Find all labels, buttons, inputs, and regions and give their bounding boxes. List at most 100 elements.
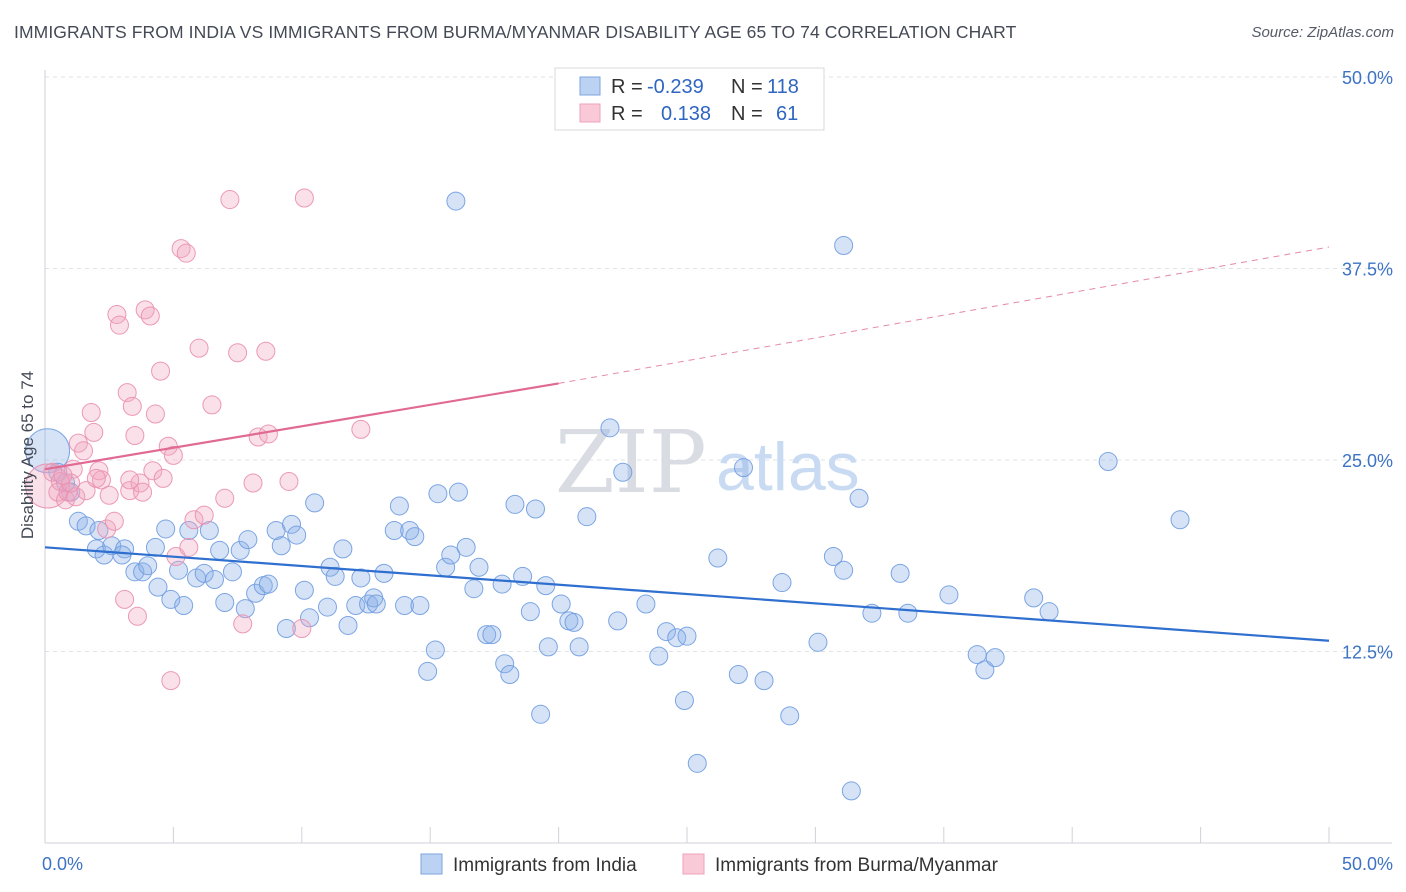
india-point-100 [772, 573, 792, 593]
india-point-86 [600, 418, 620, 438]
legend-n-label-burma: N = [731, 103, 763, 125]
india-point-118 [446, 191, 466, 211]
india-point-85 [577, 507, 597, 527]
burma-point-0 [25, 463, 71, 509]
burma-point-15 [97, 519, 117, 539]
india-point-45 [325, 566, 345, 586]
burma-point-19 [109, 315, 129, 335]
legend-n-value-india: 118 [767, 76, 799, 98]
india-point-7 [86, 539, 106, 559]
india-point-58 [405, 527, 425, 547]
india-point-56 [395, 596, 415, 616]
india-point-13 [133, 562, 153, 582]
india-point-18 [161, 589, 181, 609]
legend-r-value-india: -0.239 [647, 76, 704, 98]
india-point-112 [975, 660, 995, 680]
watermark-atlas: atlas [716, 429, 860, 505]
india-point-27 [215, 592, 235, 612]
india-point-66 [456, 537, 476, 557]
watermark-zip: ZIP [555, 413, 707, 513]
y-tick-label-2: 37.5% [1342, 260, 1393, 280]
burma-point-20 [115, 589, 135, 609]
india-point-110 [939, 585, 959, 605]
burma-point-43 [215, 488, 235, 508]
india-point-43 [317, 597, 337, 617]
series-india-points [25, 191, 1190, 801]
legend-r-label-burma: R = [611, 103, 643, 125]
burma-point-51 [279, 471, 299, 491]
india-point-57 [400, 520, 420, 540]
india-point-89 [636, 594, 656, 614]
india-point-36 [271, 536, 291, 556]
india-point-104 [834, 560, 854, 580]
india-point-92 [667, 628, 687, 648]
india-point-62 [428, 484, 448, 504]
x-tick-labels: 0.0% 50.0% [42, 854, 1393, 874]
burma-point-23 [122, 396, 142, 416]
burma-point-27 [135, 300, 155, 320]
india-point-39 [287, 525, 307, 545]
y-tick-labels: 12.5% 25.0% 37.5% 50.0% [1342, 68, 1393, 663]
india-point-68 [469, 557, 489, 577]
bottom-legend-swatch-burma [682, 853, 705, 875]
india-point-6 [89, 520, 109, 540]
legend-swatch-burma [579, 103, 601, 123]
bottom-legend-label-burma: Immigrants from Burma/Myanmar [715, 855, 999, 876]
burma-point-45 [228, 343, 248, 363]
india-point-117 [1170, 510, 1190, 530]
india-point-37 [276, 619, 296, 639]
legend-r-value-burma: 0.138 [661, 103, 711, 125]
india-point-108 [890, 563, 910, 583]
india-point-59 [410, 596, 430, 616]
india-point-12 [125, 562, 145, 582]
burma-point-56 [161, 671, 181, 691]
burma-point-57 [127, 606, 147, 626]
india-point-78 [531, 704, 551, 724]
india-point-15 [145, 537, 165, 557]
trend-line-burma-solid [44, 382, 559, 471]
india-point-91 [656, 622, 676, 642]
burma-point-44 [220, 190, 240, 210]
burma-point-41 [194, 505, 214, 525]
india-point-64 [441, 545, 461, 565]
burma-point-39 [184, 510, 204, 530]
legend-n-label-india: N = [731, 76, 763, 98]
burma-point-16 [99, 485, 119, 505]
burma-point-12 [84, 422, 104, 442]
india-point-73 [500, 664, 520, 684]
india-point-24 [199, 520, 219, 540]
india-point-5 [76, 516, 96, 536]
india-point-60 [418, 661, 438, 681]
burma-point-11 [81, 403, 101, 423]
india-point-26 [210, 540, 230, 560]
bottom-legend-label-india: Immigrants from India [453, 855, 637, 876]
india-point-17 [156, 519, 176, 539]
india-point-46 [333, 539, 353, 559]
burma-point-26 [133, 482, 153, 502]
trend-lines [44, 246, 1330, 642]
legend: R = -0.239 N = 118 R = 0.138 N = 61 [554, 67, 825, 131]
india-point-74 [505, 494, 525, 514]
india-point-47 [338, 615, 358, 635]
india-point-54 [384, 520, 404, 540]
legend-r-label-india: R = [611, 76, 643, 98]
burma-point-49 [256, 341, 276, 361]
x-tick-label-0: 0.0% [42, 854, 83, 874]
y-tick-label-1: 25.0% [1342, 451, 1393, 471]
india-point-79 [536, 576, 556, 596]
india-point-97 [728, 664, 748, 684]
india-point-87 [608, 611, 628, 631]
india-point-25 [204, 569, 224, 589]
burma-point-37 [176, 243, 196, 263]
india-point-21 [179, 520, 199, 540]
india-point-42 [305, 493, 325, 513]
india-point-105 [841, 781, 861, 801]
india-point-99 [754, 671, 774, 691]
bottom-legend-swatch-india [420, 853, 443, 875]
burma-point-55 [120, 470, 140, 490]
india-point-41 [300, 608, 320, 628]
india-point-96 [708, 548, 728, 568]
source-label: Source: ZipAtlas.com [1251, 24, 1394, 41]
burma-point-17 [104, 511, 124, 531]
